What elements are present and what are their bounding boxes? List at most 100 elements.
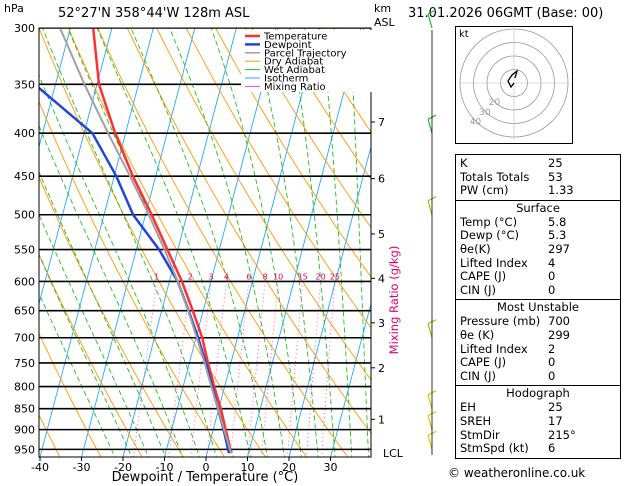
index-label: StmDir: [460, 428, 500, 442]
hpa-axis-title: hPa: [4, 2, 24, 15]
index-label: Pressure (mb): [460, 315, 541, 329]
index-label: CAPE (J): [460, 270, 507, 284]
pressure-tick-label: 350: [14, 78, 35, 91]
lcl-label: LCL: [383, 447, 404, 460]
datetime-label: 31.01.2026 06GMT (Base: 00): [408, 6, 604, 21]
mixing-ratio-label: 2: [188, 272, 193, 281]
pressure-tick-label: 800: [14, 381, 35, 394]
dry-adiabat-line: [404, 0, 450, 468]
wet-adiabat-line: [169, 28, 285, 457]
isotherm-line: [0, 0, 47, 468]
index-label: Lifted Index: [460, 342, 528, 356]
index-value: 5.8: [548, 214, 567, 229]
dry-adiabat-line: [39, 253, 143, 457]
km-tick-label: 4: [378, 272, 385, 285]
hodograph-ring-label: 30: [479, 108, 491, 118]
wind-barb: [427, 119, 433, 134]
index-value: 215°: [548, 427, 576, 442]
isotherm-line: [39, 28, 113, 306]
index-label: θe (K): [460, 328, 495, 342]
index-value: 1.33: [548, 183, 574, 198]
wet-adiabat-line: [130, 28, 268, 457]
mixing-ratio-line: [306, 281, 322, 457]
index-label: Temp (°C): [460, 215, 518, 229]
wet-adiabat-line: [39, 170, 166, 457]
index-value: 6: [548, 441, 556, 456]
index-label: StmSpd (kt): [460, 442, 529, 456]
legend-entry: Dry Adiabat: [264, 57, 323, 68]
isotherm-line: [81, 28, 196, 457]
copyright-text[interactable]: © weatheronline.co.uk: [448, 466, 586, 480]
wind-barb: [427, 13, 433, 29]
pressure-tick-label: 900: [14, 424, 35, 437]
pressure-tick-label: 600: [14, 275, 35, 288]
isotherm-line: [39, 28, 154, 457]
wind-barb: [427, 435, 433, 450]
mixing-ratio-label: 8: [263, 272, 268, 281]
wet-adiabat-line: [39, 292, 116, 457]
section-title: Hodograph: [506, 386, 570, 401]
index-label: Lifted Index: [460, 256, 528, 270]
section-title: Surface: [516, 200, 560, 215]
index-value: 25: [548, 400, 563, 415]
wet-adiabat-line: [42, 28, 217, 457]
most-unstable-section: Most Unstable Pressure (mb) 700 θe (K) 299…: [456, 299, 620, 383]
isotherm-line: [205, 28, 320, 457]
index-row: StmDir 215°: [456, 427, 620, 443]
hodograph-section: Hodograph EH 25 SREH 17 StmDir 215° StmSpd …: [456, 385, 620, 455]
wet-adiabat-line: [251, 28, 319, 457]
pressure-tick-label: 750: [14, 357, 35, 370]
hodograph-panel: kt 20 30 40: [455, 26, 573, 144]
index-row: EH 25: [456, 401, 620, 415]
x-tick-label: 0: [203, 461, 210, 474]
index-value: 5.3: [548, 228, 567, 243]
isotherm-line: [411, 0, 450, 468]
dry-adiabat-line: [39, 28, 267, 457]
pressure-tick-label: 450: [14, 170, 35, 183]
wet-adiabat-line: [321, 28, 353, 457]
index-row: CIN (J) 0: [456, 282, 620, 298]
dry-adiabat-line: [126, 28, 371, 435]
x-axis-title: Dewpoint / Temperature (°C): [112, 470, 299, 485]
index-row: Lifted Index 4: [456, 256, 620, 271]
index-label: PW (cm): [460, 184, 509, 198]
wind-barb: [427, 323, 433, 338]
index-row: Temp (°C) 5.8: [456, 214, 620, 230]
dry-adiabat-line: [39, 413, 61, 457]
x-tick-label: 10: [241, 461, 255, 474]
x-tick-label: 30: [324, 461, 338, 474]
section-title: Most Unstable: [497, 300, 579, 315]
legend-entry: Isotherm: [264, 74, 308, 85]
surface-section: Surface Temp (°C) 5.8 Dewp (°C) 5.3 θe(K) 2…: [456, 199, 620, 298]
km-tick-label: 5: [378, 228, 385, 241]
index-label: θe(K): [460, 242, 491, 256]
x-tick-label: 20: [282, 461, 296, 474]
index-value: 0: [548, 269, 556, 284]
dry-adiabat-line: [432, 0, 450, 468]
index-label: Totals Totals: [460, 170, 530, 184]
isotherm-line: [330, 302, 371, 457]
index-label: SREH: [460, 414, 492, 428]
index-label: Dewp (°C): [460, 229, 520, 243]
hodograph-ring-label: 40: [470, 117, 482, 127]
index-value: 0: [548, 282, 556, 297]
wet-adiabat-line: [349, 28, 370, 457]
legend-box: [241, 30, 381, 92]
pressure-tick-label: 400: [14, 127, 35, 140]
wind-barb: [427, 200, 433, 215]
x-tick-label: -20: [114, 461, 132, 474]
mixing-ratio-label: 10: [273, 272, 283, 281]
index-row: Dewp (°C) 5.3: [456, 229, 620, 243]
dry-adiabat-line: [273, 28, 371, 181]
legend-entry: Dewpoint: [264, 40, 312, 51]
isotherm-line: [288, 145, 371, 457]
wind-barbs: [427, 9, 437, 455]
dry-adiabat-line: [303, 28, 371, 133]
pressure-tick-label: 850: [14, 403, 35, 416]
wind-barb: [427, 394, 433, 409]
wet-adiabat-line: [39, 74, 200, 457]
dry-adiabat-line: [97, 28, 349, 457]
km-tick-label: 6: [378, 173, 385, 186]
index-value: 17: [548, 413, 563, 428]
